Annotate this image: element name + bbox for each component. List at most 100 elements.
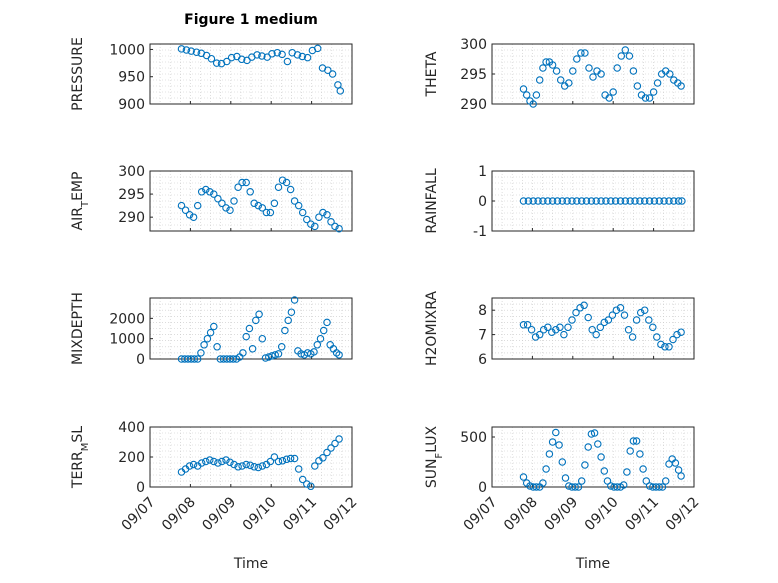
data-point: [278, 50, 286, 59]
x-tick-label: 09/08: [501, 494, 541, 534]
data-point: [671, 459, 680, 467]
data-point: [594, 440, 602, 448]
data-point: [273, 48, 282, 57]
x-axis-label-right: Time: [575, 556, 611, 572]
y-tick-label: 295: [460, 67, 487, 83]
data-point: [677, 472, 685, 480]
data-point: [310, 348, 318, 356]
data-point: [574, 483, 583, 491]
data-point: [335, 351, 343, 359]
data-point: [573, 55, 581, 63]
data-point: [558, 458, 567, 466]
data-point: [535, 330, 544, 339]
data-point: [619, 481, 628, 489]
data-point: [649, 88, 658, 96]
data-point: [602, 197, 610, 205]
data-point: [248, 345, 257, 353]
y-axis-label-part: TERR: [70, 451, 86, 489]
data-point: [590, 429, 599, 437]
y-tick-label: 0: [136, 352, 145, 368]
data-point: [629, 67, 638, 75]
data-point: [568, 197, 576, 205]
y-tick-label: 300: [460, 37, 487, 53]
data-point: [580, 301, 588, 310]
data-point: [632, 316, 641, 324]
data-point: [519, 473, 528, 481]
data-point: [655, 197, 664, 205]
data-point: [238, 178, 246, 187]
data-point: [640, 197, 649, 205]
data-point: [617, 52, 626, 60]
data-point: [626, 447, 634, 455]
data-point: [592, 330, 600, 339]
data-point: [632, 437, 641, 445]
data-point: [563, 197, 571, 205]
y-tick-label: -1: [473, 224, 487, 240]
data-point: [649, 323, 657, 332]
data-point: [604, 316, 613, 324]
data-point: [633, 82, 642, 90]
data-point: [210, 190, 218, 198]
data-point: [234, 183, 242, 191]
data-point: [237, 55, 246, 64]
data-point: [573, 197, 581, 205]
data-point: [539, 64, 547, 72]
data-point: [569, 67, 577, 75]
data-point: [658, 483, 667, 491]
data-point: [284, 316, 292, 325]
y-axis-label-part: EMP: [70, 172, 86, 201]
data-point: [316, 334, 325, 343]
data-point: [278, 457, 287, 465]
y-tick-label: 0: [136, 480, 145, 496]
data-point: [666, 70, 674, 78]
data-point: [576, 304, 584, 312]
data-point: [261, 354, 270, 362]
minor-grid: [150, 171, 352, 231]
data-point: [529, 100, 537, 108]
subplot-3: 290 295 300 AIRTEMP: [70, 164, 353, 233]
data-point: [298, 52, 307, 61]
data-point: [623, 468, 631, 476]
data-point: [331, 222, 339, 231]
data-point: [290, 197, 299, 205]
data-point: [678, 197, 686, 205]
data-point: [258, 462, 267, 470]
data-point: [319, 326, 328, 335]
data-point: [189, 213, 198, 221]
data-point: [584, 443, 592, 451]
data-point: [657, 340, 665, 349]
data-point: [660, 197, 668, 205]
data-point: [177, 45, 186, 53]
data-point: [262, 208, 271, 217]
data-point: [207, 54, 216, 63]
data-point: [286, 185, 295, 194]
data-point: [544, 197, 552, 205]
data-point: [319, 208, 327, 217]
data-point: [282, 178, 291, 187]
data-point: [555, 441, 563, 449]
x-tick-label: 09/10: [240, 494, 280, 534]
data-point: [628, 333, 637, 341]
data-point: [527, 325, 536, 334]
data-point: [254, 463, 263, 472]
data-point: [597, 197, 605, 205]
data-point: [616, 197, 625, 205]
data-point: [193, 355, 202, 363]
data-point: [277, 343, 286, 351]
data-point: [589, 73, 597, 81]
axes-box: [149, 43, 353, 105]
x-tick-label: 09/11: [622, 494, 662, 534]
y-axis-label-part: SUN: [424, 459, 440, 489]
data-point: [227, 53, 236, 62]
data-point: [581, 49, 589, 57]
y-tick-label: 8: [478, 303, 487, 319]
data-point: [323, 318, 331, 327]
data-point: [303, 480, 311, 488]
data-point: [324, 66, 332, 74]
data-point: [311, 462, 319, 470]
data-point: [677, 328, 685, 336]
figure-title: Figure 1 medium: [184, 12, 318, 28]
data-point: [552, 428, 560, 437]
data-point: [193, 201, 202, 210]
